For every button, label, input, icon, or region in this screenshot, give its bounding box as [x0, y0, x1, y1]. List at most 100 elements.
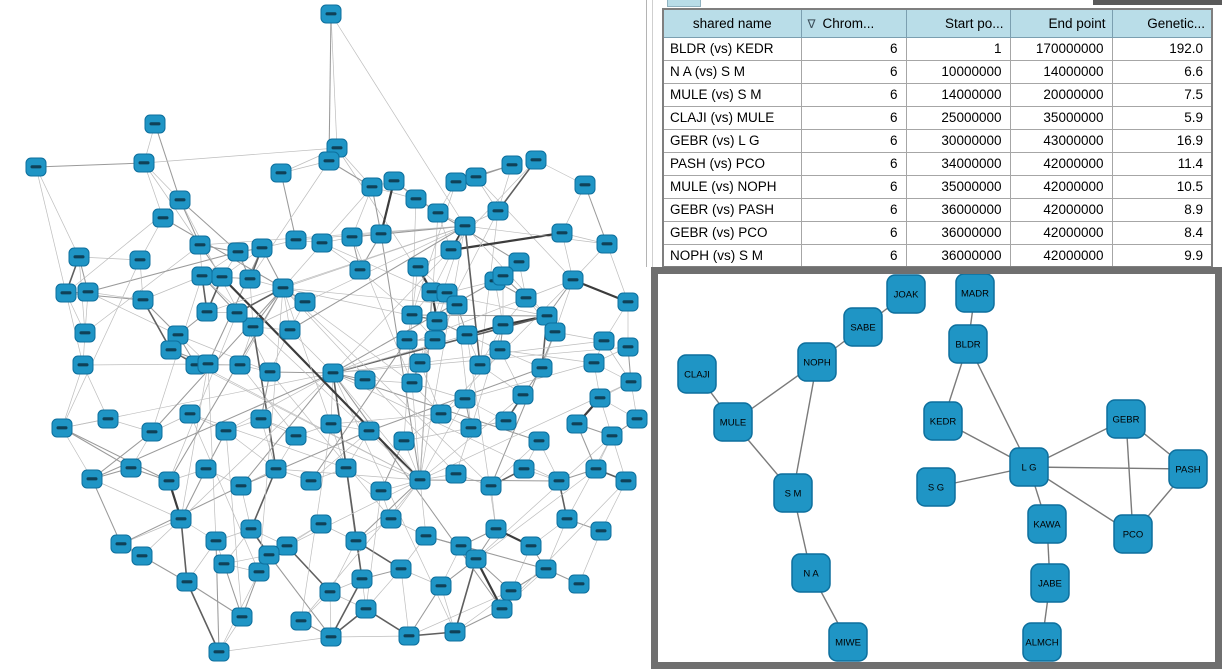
network-node[interactable] — [536, 306, 558, 326]
network-node[interactable] — [409, 353, 431, 373]
cell-value[interactable]: 30000000 — [905, 128, 1011, 153]
table-row[interactable]: GEBR (vs) PCO 6 36000000 42000000 8.4 — [662, 220, 1213, 245]
network-node-almch[interactable]: ALMCH — [1022, 622, 1062, 662]
cell-value[interactable]: 36000000 — [905, 243, 1011, 268]
network-node[interactable] — [535, 559, 557, 579]
cell-value[interactable]: 36000000 — [905, 197, 1011, 222]
network-node[interactable] — [226, 303, 248, 323]
cell-value[interactable]: 34000000 — [905, 151, 1011, 176]
network-node[interactable] — [279, 320, 301, 340]
cell-value[interactable]: 9.9 — [1111, 243, 1213, 268]
cell-value[interactable]: 6 — [800, 151, 907, 176]
network-node-kedr[interactable]: KEDR — [923, 401, 963, 441]
network-node[interactable] — [495, 411, 517, 431]
network-node[interactable] — [320, 627, 342, 647]
network-node[interactable] — [285, 426, 307, 446]
network-node[interactable] — [568, 574, 590, 594]
filter-icon[interactable]: ∇ — [807, 16, 816, 31]
cell-value[interactable]: 42000000 — [1009, 243, 1113, 268]
network-node[interactable] — [191, 266, 213, 286]
network-node[interactable] — [189, 235, 211, 255]
network-node[interactable] — [144, 114, 166, 134]
cell-value[interactable]: 8.4 — [1111, 220, 1213, 245]
network-node[interactable] — [110, 534, 132, 554]
network-node[interactable] — [491, 599, 513, 619]
network-node-joak[interactable]: JOAK — [886, 274, 926, 314]
cell-value[interactable]: 36000000 — [905, 220, 1011, 245]
network-node-pco[interactable]: PCO — [1113, 514, 1153, 554]
network-node[interactable] — [489, 340, 511, 360]
network-node[interactable] — [589, 388, 611, 408]
network-node[interactable] — [208, 642, 230, 662]
network-node[interactable] — [396, 330, 418, 350]
network-node[interactable] — [205, 531, 227, 551]
network-node[interactable] — [276, 536, 298, 556]
network-node-l-g[interactable]: L G — [1009, 447, 1049, 487]
network-node[interactable] — [294, 292, 316, 312]
network-node[interactable] — [445, 464, 467, 484]
cell-shared-name[interactable]: MULE (vs) S M — [662, 82, 802, 107]
network-node[interactable] — [97, 409, 119, 429]
network-node[interactable] — [68, 247, 90, 267]
cell-value[interactable]: 6 — [800, 128, 907, 153]
network-node[interactable] — [551, 223, 573, 243]
cell-value[interactable]: 6 — [800, 59, 907, 84]
network-node[interactable] — [351, 569, 373, 589]
column-header-start-po-[interactable]: Start po... — [905, 8, 1011, 38]
network-node[interactable] — [129, 250, 151, 270]
network-node[interactable] — [74, 323, 96, 343]
network-node[interactable] — [290, 611, 312, 631]
network-node[interactable] — [440, 240, 462, 260]
table-row[interactable]: PASH (vs) PCO 6 34000000 42000000 11.4 — [662, 151, 1213, 176]
cell-value[interactable]: 6 — [800, 243, 907, 268]
network-node[interactable] — [242, 317, 264, 337]
network-node-miwe[interactable]: MIWE — [828, 622, 868, 662]
network-node[interactable] — [520, 536, 542, 556]
network-node[interactable] — [158, 471, 180, 491]
network-node[interactable] — [270, 163, 292, 183]
network-node[interactable] — [335, 458, 357, 478]
network-node[interactable] — [465, 167, 487, 187]
column-header-end-point[interactable]: End point — [1009, 8, 1113, 38]
network-node[interactable] — [512, 385, 534, 405]
network-node[interactable] — [179, 404, 201, 424]
network-node[interactable] — [525, 150, 547, 170]
network-node[interactable] — [361, 177, 383, 197]
network-node[interactable] — [167, 325, 189, 345]
network-node[interactable] — [383, 171, 405, 191]
network-node[interactable] — [355, 599, 377, 619]
network-node[interactable] — [590, 521, 612, 541]
cell-value[interactable]: 42000000 — [1009, 197, 1113, 222]
network-node[interactable] — [430, 576, 452, 596]
panel-splitter[interactable] — [646, 0, 647, 267]
network-node[interactable] — [469, 355, 491, 375]
network-node[interactable] — [456, 325, 478, 345]
table-row[interactable]: MULE (vs) S M 6 14000000 20000000 7.5 — [662, 82, 1213, 107]
network-node[interactable] — [319, 582, 341, 602]
cell-value[interactable]: 42000000 — [1009, 220, 1113, 245]
network-node[interactable] — [515, 288, 537, 308]
network-node[interactable] — [401, 373, 423, 393]
network-node[interactable] — [310, 514, 332, 534]
network-node[interactable] — [500, 581, 522, 601]
table-row[interactable]: CLAJI (vs) MULE 6 25000000 35000000 5.9 — [662, 105, 1213, 130]
network-node[interactable] — [401, 305, 423, 325]
network-node[interactable] — [409, 470, 431, 490]
network-node[interactable] — [81, 469, 103, 489]
network-node[interactable] — [390, 559, 412, 579]
network-node-gebr[interactable]: GEBR — [1106, 399, 1146, 439]
network-node-s-m[interactable]: S M — [773, 473, 813, 513]
table-row[interactable]: MULE (vs) NOPH 6 35000000 42000000 10.5 — [662, 174, 1213, 199]
cell-value[interactable]: 14000000 — [1009, 59, 1113, 84]
network-node-claji[interactable]: CLAJI — [677, 354, 717, 394]
cell-value[interactable]: 6 — [800, 105, 907, 130]
cell-shared-name[interactable]: MULE (vs) NOPH — [662, 174, 802, 199]
network-node[interactable] — [427, 203, 449, 223]
network-node[interactable] — [215, 421, 237, 441]
cell-value[interactable]: 10.5 — [1111, 174, 1213, 199]
network-node[interactable] — [370, 481, 392, 501]
network-node[interactable] — [617, 337, 639, 357]
network-node-jabe[interactable]: JABE — [1030, 563, 1070, 603]
network-node[interactable] — [250, 409, 272, 429]
cell-value[interactable]: 5.9 — [1111, 105, 1213, 130]
